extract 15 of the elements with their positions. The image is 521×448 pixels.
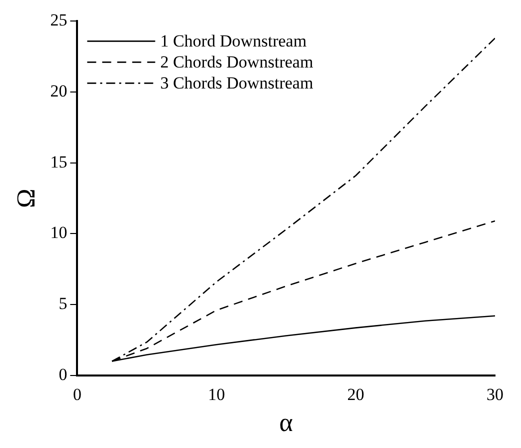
y-tick-label: 10 [50,223,68,242]
legend-label: 2 Chords Downstream [160,52,314,72]
x-tick-label: 0 [72,385,82,404]
x-tick-label: 30 [486,385,504,404]
y-axis-title: Ω [11,188,40,208]
legend-label: 1 Chord Downstream [160,32,307,51]
x-tick-label: 10 [208,385,225,404]
y-tick-label: 20 [50,82,68,101]
y-tick-label: 0 [58,364,68,384]
x-tick-label: 20 [347,385,364,404]
y-tick-label: 15 [50,152,68,172]
y-tick-label: 25 [50,10,68,30]
legend-label: 3 Chords Downstream [160,74,314,93]
y-tick-label: 5 [58,294,68,314]
x-axis-title: α [279,408,294,438]
